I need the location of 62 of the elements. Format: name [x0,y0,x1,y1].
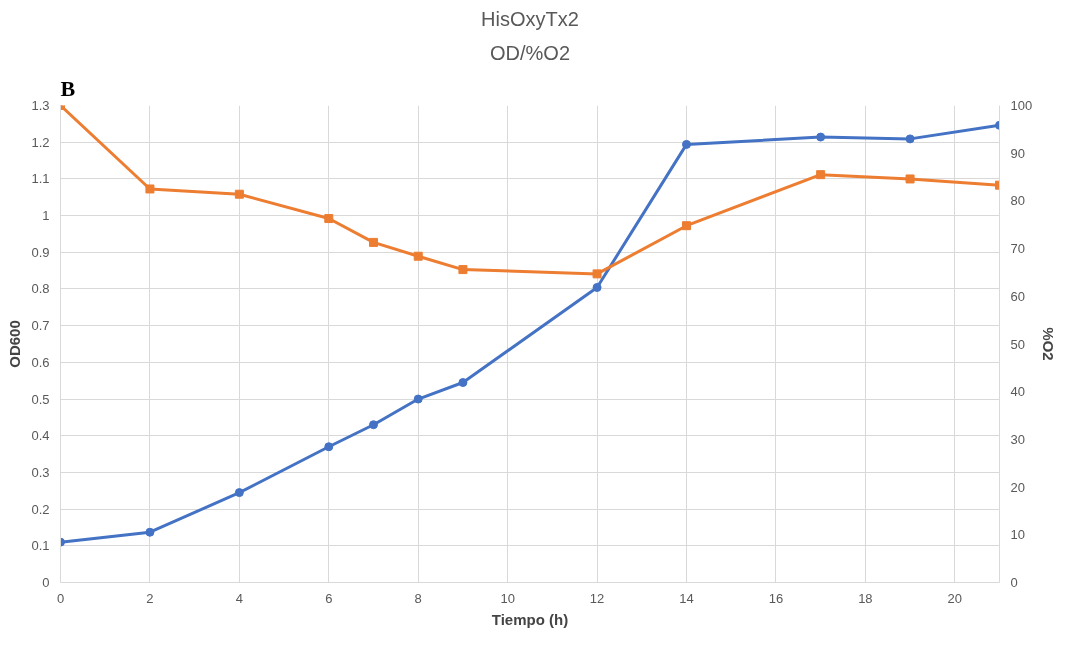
y-tick-label: 0.5 [31,391,50,407]
y-axis-title: OD600 [6,320,24,368]
x-tick-label: 10 [500,590,515,606]
y2-tick-label: 10 [1010,527,1025,543]
point [145,184,155,194]
point [592,269,602,279]
y2-tick-label: 80 [1010,193,1025,209]
x-tick-label: 16 [768,590,784,606]
x-tick-label: 12 [589,590,605,606]
point [682,139,691,149]
y-tick-label: 0 [42,575,50,590]
point [592,283,602,292]
y2-tick-label: 20 [1010,479,1025,495]
y2-tick-label: 40 [1010,384,1025,400]
x-tick-label: 20 [947,590,963,606]
y-tick-label: 1 [42,208,50,224]
point [234,189,244,199]
chart-subtitle: OD/%O2 [489,41,571,64]
point [905,134,915,144]
x-tick-label: 2 [146,590,154,606]
point [369,237,378,247]
point [413,251,423,261]
y2-axis-title: %O2 [1040,327,1058,361]
point [816,132,826,142]
point [324,442,334,452]
y2-tick-label: 70 [1010,241,1025,257]
point [234,488,244,498]
y-tick-label: 0.8 [31,281,50,297]
y-tick-label: 0.6 [31,354,50,370]
x-tick-label: 4 [235,590,243,606]
y-tick-label: 0.7 [31,318,50,334]
point [458,265,468,275]
y-tick-label: 1.2 [31,134,50,150]
y-tick-label: 1.3 [31,98,50,113]
point [905,174,915,184]
point [816,170,826,180]
y-tick-label: 0.3 [31,464,50,480]
x-tick-label: 18 [858,590,873,606]
point [682,221,691,231]
x-tick-label: 14 [679,590,694,606]
point [413,394,423,404]
x-tick-label: 8 [414,590,422,606]
x-tick-label: 0 [56,590,65,606]
point [145,527,155,537]
y2-tick-label: 0 [1010,575,1018,590]
point [324,214,334,224]
y2-tick-label: 100 [1010,98,1033,113]
text: B [60,75,76,101]
y2-tick-label: 50 [1010,336,1025,352]
y2-tick-label: 60 [1010,288,1025,304]
y-tick-label: 0.4 [31,428,50,444]
y-tick-label: 0.2 [31,501,50,517]
chart-title: HisOxyTx2 [481,7,579,30]
y2-tick-label: 90 [1010,145,1025,161]
y2-tick-label: 30 [1010,431,1025,447]
y-tick-label: 0.9 [31,244,50,260]
x-axis-title: Tiempo (h) [491,610,569,628]
point [369,420,378,430]
y-tick-label: 1.1 [31,171,50,187]
point [458,378,468,388]
y-tick-label: 0.1 [31,538,50,554]
x-tick-label: 6 [325,590,333,606]
